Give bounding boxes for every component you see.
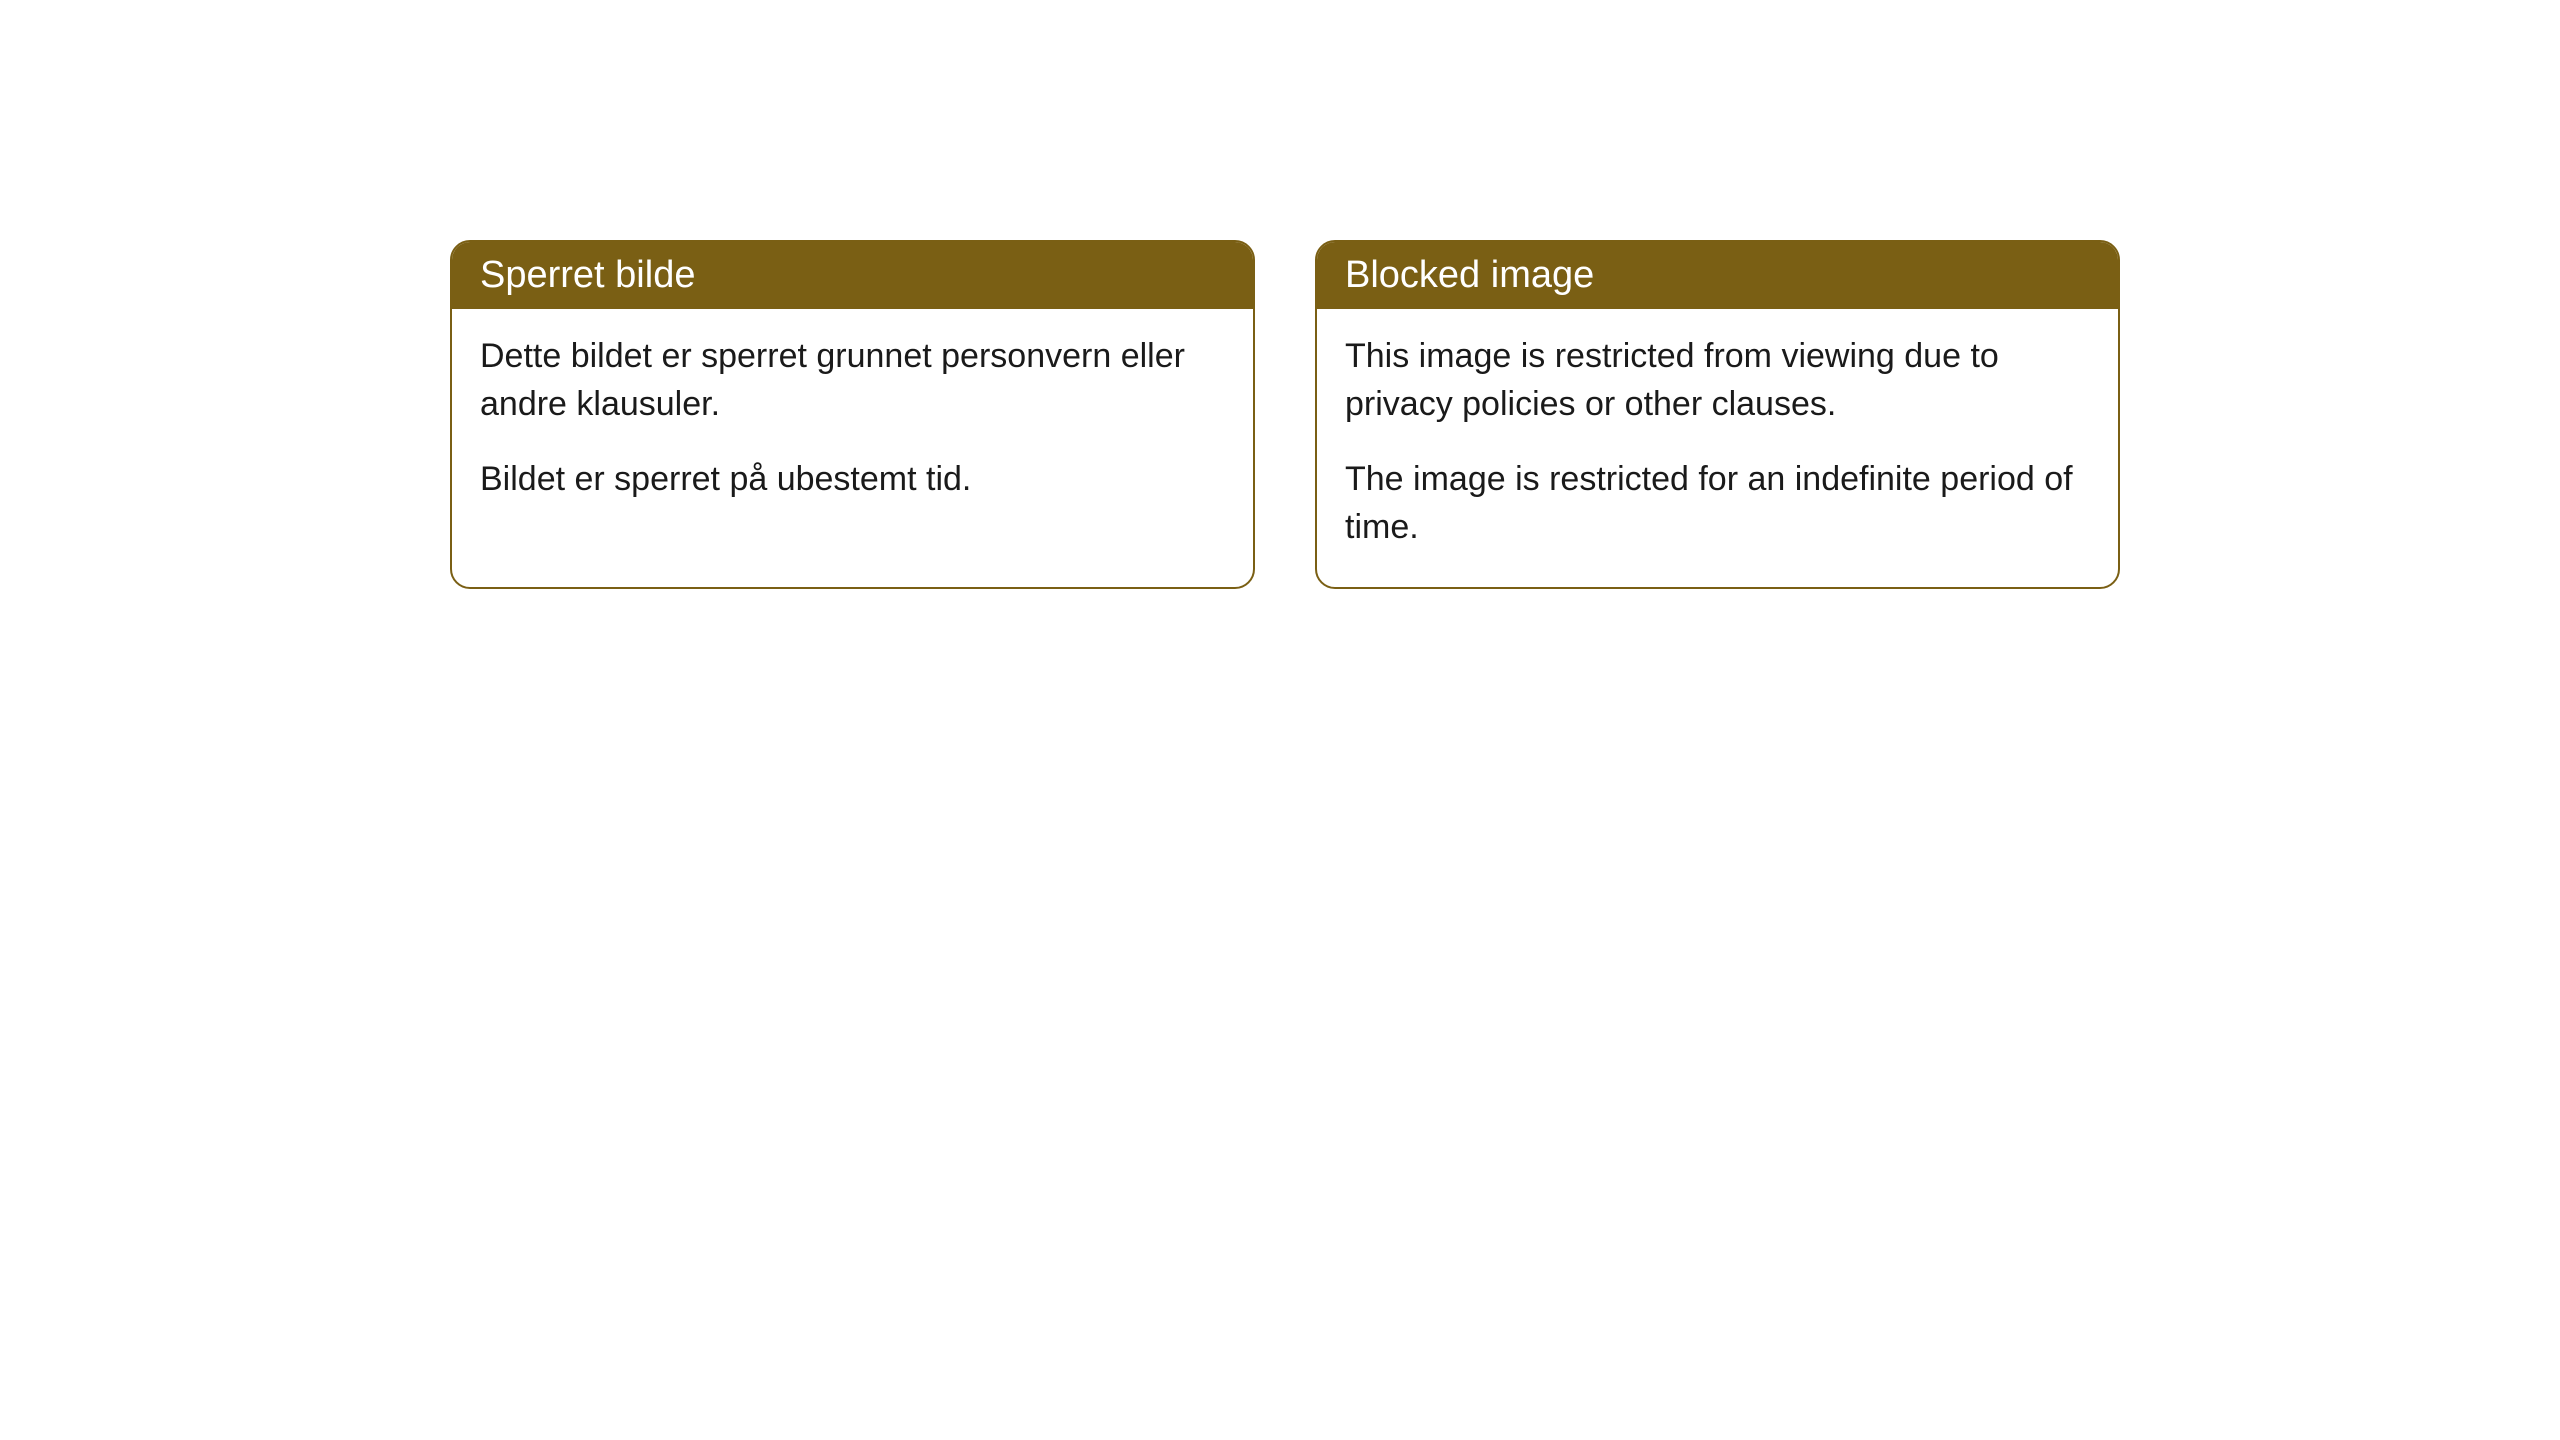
blocked-image-card-english: Blocked image This image is restricted f… <box>1315 240 2120 589</box>
blocked-image-card-norwegian: Sperret bilde Dette bildet er sperret gr… <box>450 240 1255 589</box>
card-body: This image is restricted from viewing du… <box>1317 309 2118 587</box>
card-header: Blocked image <box>1317 242 2118 309</box>
card-body: Dette bildet er sperret grunnet personve… <box>452 309 1253 540</box>
notice-cards-container: Sperret bilde Dette bildet er sperret gr… <box>450 240 2560 589</box>
card-title: Sperret bilde <box>480 254 695 296</box>
card-paragraph: Bildet er sperret på ubestemt tid. <box>480 456 1225 504</box>
card-paragraph: Dette bildet er sperret grunnet personve… <box>480 333 1225 428</box>
card-title: Blocked image <box>1345 254 1594 296</box>
card-paragraph: This image is restricted from viewing du… <box>1345 333 2090 428</box>
card-paragraph: The image is restricted for an indefinit… <box>1345 456 2090 551</box>
card-header: Sperret bilde <box>452 242 1253 309</box>
